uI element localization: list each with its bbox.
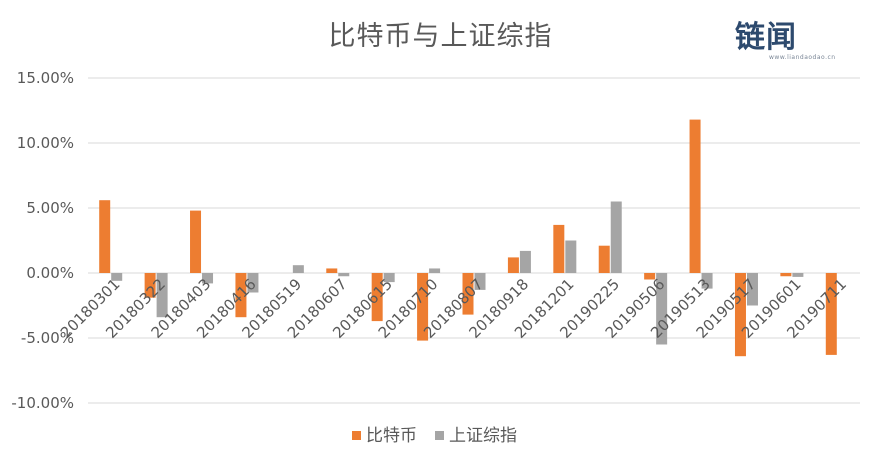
bar <box>338 273 350 277</box>
y-tick-label: 10.00% <box>17 134 74 152</box>
y-tick-label: 5.00% <box>26 199 74 217</box>
y-tick-label: -5.00% <box>21 329 74 347</box>
bar <box>371 273 383 322</box>
bar <box>144 273 156 298</box>
bar <box>462 273 474 315</box>
legend-label: 比特币 <box>366 426 417 446</box>
bar <box>553 224 565 273</box>
y-tick-label: 0.00% <box>26 264 74 282</box>
bar <box>644 273 656 280</box>
bar <box>99 200 111 273</box>
bar <box>383 273 395 283</box>
bar <box>247 273 259 293</box>
bar <box>746 273 758 306</box>
legend-swatch <box>435 431 444 440</box>
bar <box>734 273 746 357</box>
bar <box>474 273 486 290</box>
bar <box>429 268 441 273</box>
watermark-logo-text: 链闻 <box>735 20 797 55</box>
bar <box>689 119 701 273</box>
bar <box>292 265 304 273</box>
bar <box>656 273 668 345</box>
bar <box>519 250 531 273</box>
bar <box>598 245 610 273</box>
y-tick-label: 15.00% <box>17 69 74 87</box>
bar <box>202 273 214 284</box>
bar <box>792 273 804 277</box>
bar <box>326 268 338 273</box>
bar <box>701 273 713 289</box>
bar <box>190 210 202 273</box>
bar <box>507 257 519 273</box>
bar <box>417 273 429 341</box>
watermark-logo: 链闻 www.liandaodao.cn <box>735 20 867 66</box>
bar <box>610 201 622 273</box>
bar <box>235 273 247 318</box>
bar <box>156 273 168 318</box>
bar <box>111 273 123 281</box>
bar <box>825 273 837 355</box>
bar <box>780 273 792 277</box>
chart-title: 比特币与上证综指 <box>328 21 553 52</box>
y-tick-label: -10.00% <box>11 394 74 412</box>
watermark-logo-url: www.liandaodao.cn <box>769 54 836 61</box>
legend-swatch <box>352 431 361 440</box>
bar <box>565 240 577 273</box>
legend-label: 上证综指 <box>449 426 517 446</box>
